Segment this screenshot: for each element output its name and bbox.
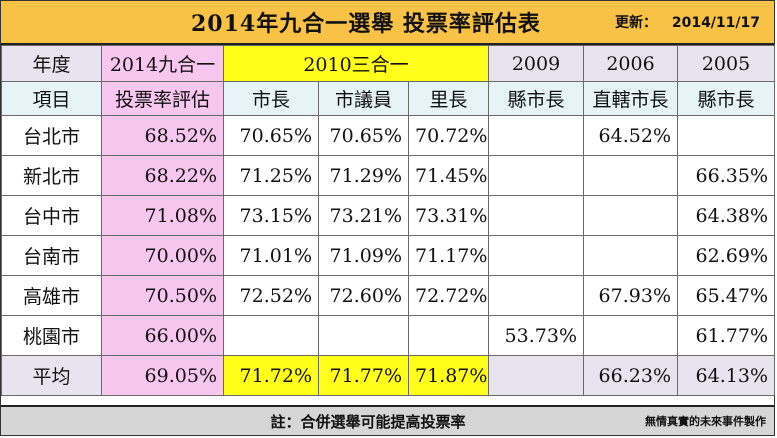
city-name: 台北市 — [1, 115, 102, 156]
avg-2005: 64.13% — [677, 355, 775, 396]
cell-2014: 70.00% — [101, 235, 224, 276]
cell-village: 70.72% — [408, 115, 489, 156]
cell-2014: 71.08% — [101, 195, 224, 236]
cell-mayor — [223, 315, 319, 356]
avg-village: 71.87% — [408, 355, 489, 396]
table-row: 台南市 70.00% 71.01% 71.09% 71.17% 62.69% — [1, 235, 775, 276]
cell-2009 — [488, 275, 584, 316]
table-row: 台北市 68.52% 70.65% 70.65% 70.72% 64.52% — [1, 115, 775, 156]
header-2006-municipal: 直轄市長 — [583, 81, 678, 116]
cell-council — [318, 315, 409, 356]
cell-2006 — [583, 195, 678, 236]
cell-2005: 66.35% — [677, 155, 775, 196]
header-2005-county: 縣市長 — [677, 81, 775, 116]
cell-2014: 68.52% — [101, 115, 224, 156]
city-name: 台中市 — [1, 195, 102, 236]
cell-village: 71.17% — [408, 235, 489, 276]
footer-bar: 註：合併選舉可能提高投票率 無情真實的未來事件製作 — [1, 405, 774, 435]
cell-2014: 66.00% — [101, 315, 224, 356]
header-2009: 2009 — [488, 45, 584, 82]
header-2005: 2005 — [677, 45, 775, 82]
cell-2005: 61.77% — [677, 315, 775, 356]
city-name: 台南市 — [1, 235, 102, 276]
cell-2006 — [583, 235, 678, 276]
header-row-years: 年度 2014九合一 2010三合一 2009 2006 2005 — [1, 45, 775, 82]
updated-label: 更新： — [614, 15, 657, 31]
cell-2005: 65.47% — [677, 275, 775, 316]
cell-2005 — [677, 115, 775, 156]
cell-2005: 62.69% — [677, 235, 775, 276]
header-2010-mayor: 市長 — [223, 81, 319, 116]
cell-village: 72.72% — [408, 275, 489, 316]
avg-2009 — [488, 355, 584, 396]
cell-mayor: 72.52% — [223, 275, 319, 316]
header-2010-council: 市議員 — [318, 81, 409, 116]
table-row: 高雄市 70.50% 72.52% 72.60% 72.72% 67.93% 6… — [1, 275, 775, 316]
cell-2009 — [488, 155, 584, 196]
cell-2006: 67.93% — [583, 275, 678, 316]
cell-council: 71.09% — [318, 235, 409, 276]
updated-date: 2014/11/17 — [671, 15, 760, 31]
header-item-label: 項目 — [1, 81, 102, 116]
city-name: 新北市 — [1, 155, 102, 196]
cell-village: 73.31% — [408, 195, 489, 236]
cell-village: 71.45% — [408, 155, 489, 196]
cell-2005: 64.38% — [677, 195, 775, 236]
cell-village — [408, 315, 489, 356]
header-year-label: 年度 — [1, 45, 102, 82]
cell-2006 — [583, 155, 678, 196]
cell-2006: 64.52% — [583, 115, 678, 156]
cell-2014: 68.22% — [101, 155, 224, 196]
cell-2009 — [488, 195, 584, 236]
cell-council: 71.29% — [318, 155, 409, 196]
header-2006: 2006 — [583, 45, 678, 82]
cell-mayor: 71.25% — [223, 155, 319, 196]
average-row: 平均 69.05% 71.72% 71.77% 71.87% 66.23% 64… — [1, 355, 775, 396]
cell-mayor: 71.01% — [223, 235, 319, 276]
cell-council: 70.65% — [318, 115, 409, 156]
title-bar: 2014年九合一選舉 投票率評估表 更新： 2014/11/17 — [1, 1, 774, 45]
table-row: 新北市 68.22% 71.25% 71.29% 71.45% 66.35% — [1, 155, 775, 196]
cell-2009 — [488, 115, 584, 156]
avg-council: 71.77% — [318, 355, 409, 396]
average-label: 平均 — [1, 355, 102, 396]
cell-council: 73.21% — [318, 195, 409, 236]
table-row: 桃園市 66.00% 53.73% 61.77% — [1, 315, 775, 356]
header-row-items: 項目 投票率評估 市長 市議員 里長 縣市長 直轄市長 縣市長 — [1, 81, 775, 116]
updated-info: 更新： 2014/11/17 — [615, 12, 760, 32]
avg-2006: 66.23% — [583, 355, 678, 396]
cell-2009: 53.73% — [488, 315, 584, 356]
cell-2009 — [488, 235, 584, 276]
city-name: 高雄市 — [1, 275, 102, 316]
header-2009-county: 縣市長 — [488, 81, 584, 116]
cell-council: 72.60% — [318, 275, 409, 316]
header-2010: 2010三合一 — [223, 45, 489, 82]
footer-credit: 無情真實的未來事件製作 — [645, 415, 766, 428]
page-title: 2014年九合一選舉 投票率評估表 — [191, 11, 541, 37]
footer-note: 註：合併選舉可能提高投票率 — [270, 412, 466, 431]
header-2014: 2014九合一 — [101, 45, 224, 82]
header-2010-village: 里長 — [408, 81, 489, 116]
turnout-table: 年度 2014九合一 2010三合一 2009 2006 2005 項目 投票率… — [1, 45, 775, 396]
header-2014-estimate: 投票率評估 — [101, 81, 224, 116]
cell-2006 — [583, 315, 678, 356]
cell-2014: 70.50% — [101, 275, 224, 316]
cell-mayor: 73.15% — [223, 195, 319, 236]
table-row: 台中市 71.08% 73.15% 73.21% 73.31% 64.38% — [1, 195, 775, 236]
cell-mayor: 70.65% — [223, 115, 319, 156]
city-name: 桃園市 — [1, 315, 102, 356]
avg-mayor: 71.72% — [223, 355, 319, 396]
avg-2014: 69.05% — [101, 355, 224, 396]
